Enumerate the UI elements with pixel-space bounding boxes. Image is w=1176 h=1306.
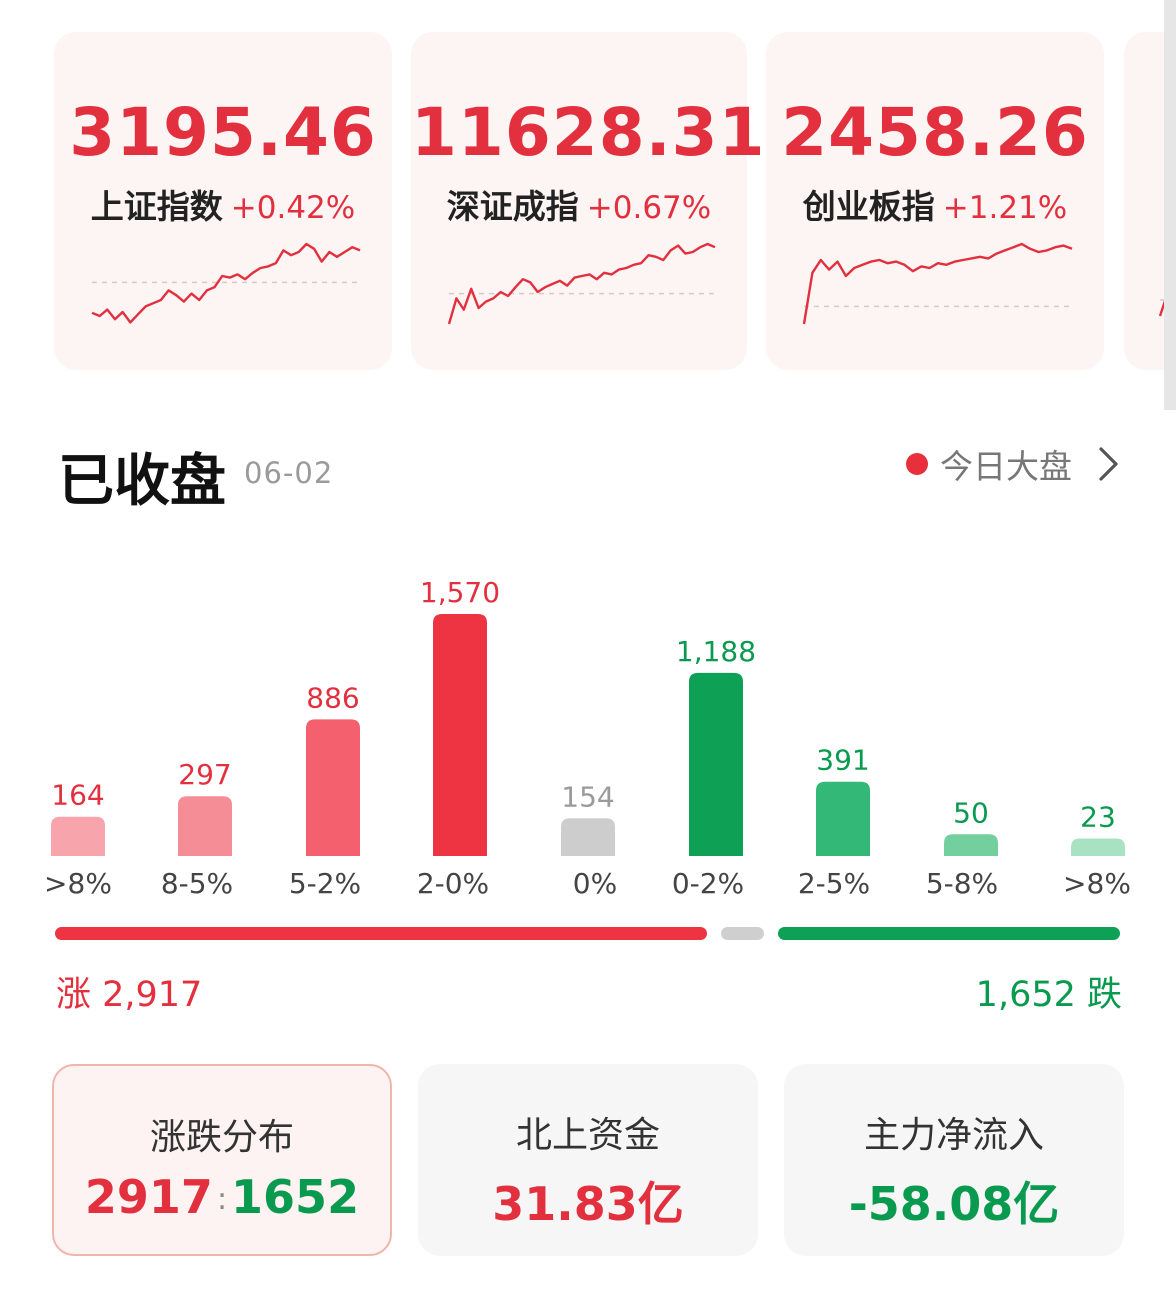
intraday-price-line [802, 242, 1073, 325]
distribution-bar [51, 816, 105, 856]
index-sparkline [802, 242, 1073, 325]
stat-title: 北上资金 [515, 1115, 660, 1156]
ratio-separator: : [216, 1182, 228, 1217]
index-name: 创业板指 [802, 187, 935, 226]
flat-proportion-bar [721, 927, 764, 940]
distribution-bar [178, 796, 232, 856]
bar-category-label: 5-2% [289, 867, 361, 900]
section-title: 已收盘 [58, 449, 226, 514]
intraday-price-line [91, 242, 361, 324]
intraday-price-line [447, 242, 716, 325]
rise-proportion-bar [55, 927, 707, 940]
bar-category-label: >8% [1063, 867, 1131, 900]
bar-category-label: 2-5% [798, 867, 870, 900]
bar-category-label: 0% [573, 867, 617, 900]
stat-tab-rise-fall[interactable]: 涨跌分布 2917:1652 [52, 1064, 392, 1256]
rise-count: 涨 2,917 [56, 975, 203, 1015]
bar-value-label: 23 [1080, 800, 1116, 833]
bar-value-label: 391 [816, 744, 869, 777]
distribution-bar [944, 834, 998, 856]
index-name: 上证指数 [90, 187, 223, 226]
chevron-right-icon [1099, 447, 1118, 481]
distribution-bar [306, 719, 360, 856]
distribution-bar [1071, 838, 1125, 856]
index-change: +1.21% [942, 190, 1068, 226]
stat-title: 涨跌分布 [149, 1117, 294, 1158]
bar-category-label: 8-5% [161, 867, 233, 900]
stat-value: 2917:1652 [54, 1170, 390, 1224]
distribution-bar [689, 672, 743, 856]
bar-category-label: 5-8% [926, 867, 998, 900]
index-change: +0.42% [230, 190, 356, 226]
fall-count: 1,652 跌 [975, 975, 1122, 1015]
stat-value: -58.08亿 [848, 1177, 1060, 1231]
index-value: 3195.46 [69, 94, 377, 171]
rise-fall-distribution-chart: 164 >8% 297 8-5% 886 5-2% 1,570 2-0% 154 0% 1,188 0… [44, 576, 1131, 900]
fall-total: 1652 [231, 1170, 360, 1224]
distribution-bar [816, 781, 870, 856]
rise-total: 2917 [84, 1170, 213, 1224]
index-name: 深证成指 [446, 187, 579, 226]
index-value: 2458.26 [781, 94, 1089, 171]
horizontal-scroll-edge [1164, 0, 1176, 410]
index-change: +0.67% [586, 190, 712, 226]
fall-proportion-bar [778, 927, 1120, 940]
bar-value-label: 154 [561, 780, 614, 813]
bar-value-label: 164 [51, 779, 104, 812]
bar-value-label: 886 [306, 681, 359, 714]
bar-category-label: 2-0% [417, 867, 489, 900]
stat-tab-northbound[interactable]: 北上资金 31.83亿 [418, 1064, 758, 1256]
today-market-label: 今日大盘 [940, 447, 1072, 486]
live-dot-icon [906, 453, 928, 475]
today-market-link[interactable]: 今日大盘 [906, 440, 1120, 488]
index-value: 11628.31 [411, 94, 766, 171]
bar-value-label: 1,188 [676, 635, 756, 668]
bar-value-label: 297 [178, 758, 231, 791]
bar-value-label: 1,570 [420, 576, 500, 609]
bar-value-label: 50 [953, 796, 989, 829]
distribution-bar [561, 818, 615, 856]
section-date: 06-02 [244, 456, 334, 490]
stat-value: 31.83亿 [492, 1177, 684, 1231]
bar-category-label: >8% [44, 867, 112, 900]
stat-tab-main-net-inflow[interactable]: 主力净流入 -58.08亿 [784, 1064, 1124, 1256]
bar-category-label: 0-2% [672, 867, 744, 900]
index-card-chinext[interactable]: 2458.26 创业板指 +1.21% [766, 32, 1104, 370]
index-card-shenzhen[interactable]: 11628.31 深证成指 +0.67% [411, 32, 766, 370]
index-card-shanghai[interactable]: 3195.46 上证指数 +0.42% [54, 32, 392, 370]
index-sparkline [91, 242, 361, 324]
distribution-bar [433, 614, 487, 856]
index-sparkline [447, 242, 716, 325]
stat-title: 主力净流入 [863, 1115, 1044, 1156]
